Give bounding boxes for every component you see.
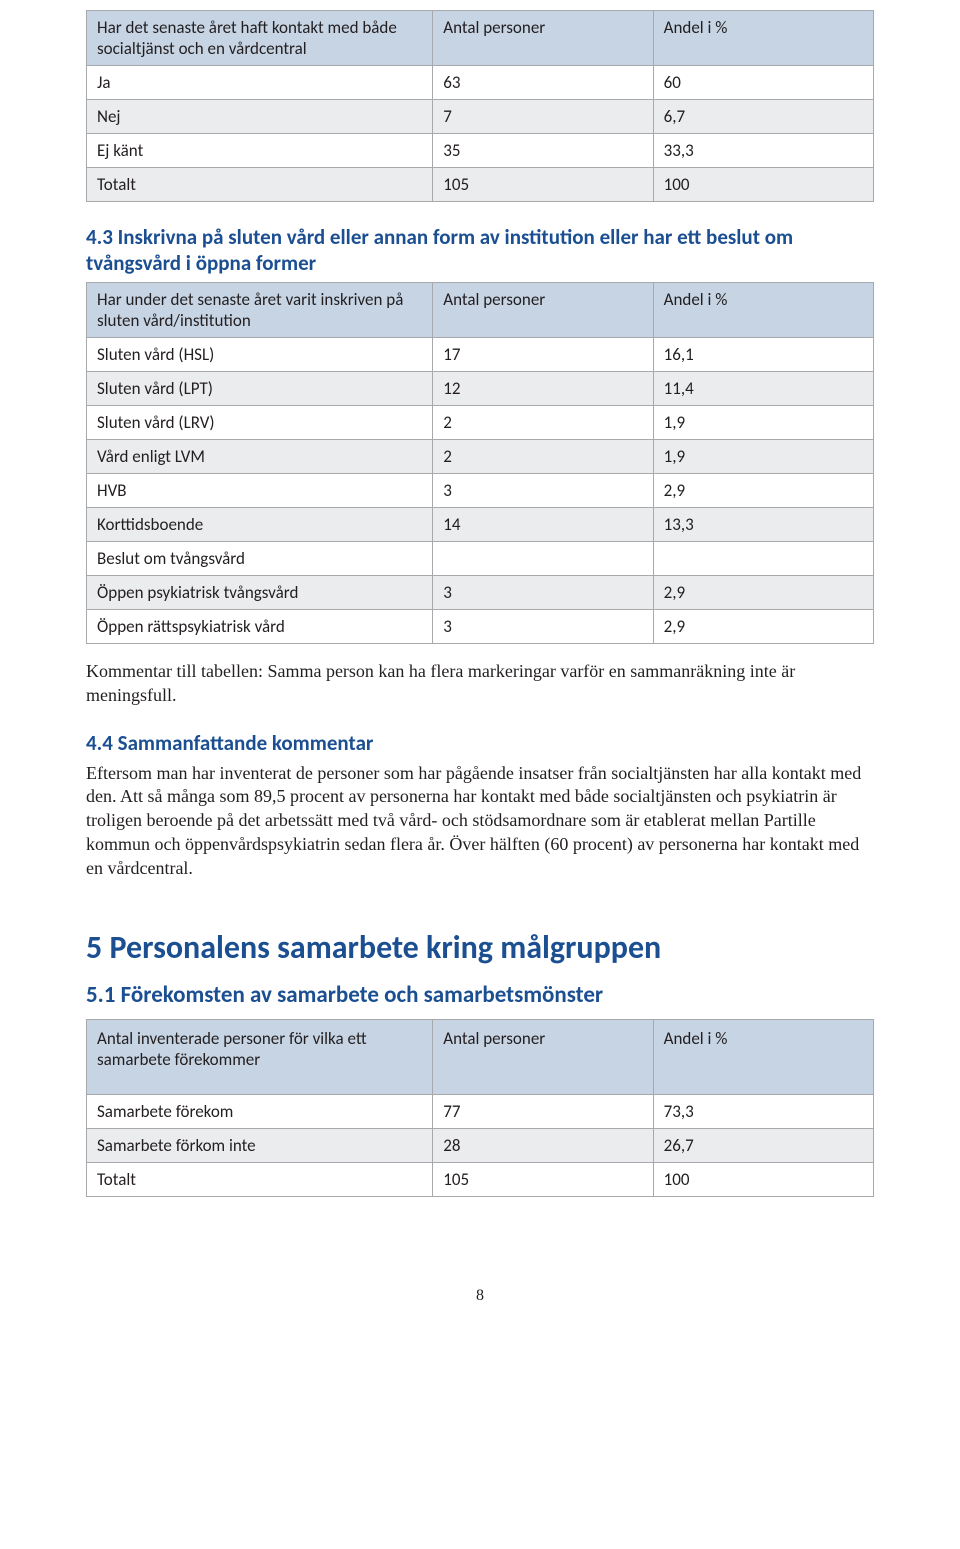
cell-share: 6,7: [653, 100, 873, 134]
table-row: Ja6360: [87, 66, 874, 100]
cell-count: 3: [433, 576, 653, 610]
table-row: Totalt105100: [87, 168, 874, 202]
table-row: Korttidsboende1413,3: [87, 508, 874, 542]
cell-label: Korttidsboende: [87, 508, 433, 542]
table-header-count: Antal personer: [433, 11, 653, 66]
cell-share: [653, 542, 873, 576]
cell-count: 3: [433, 474, 653, 508]
cell-label: Öppen rättspsykiatrisk vård: [87, 610, 433, 644]
cell-share: 2,9: [653, 610, 873, 644]
cell-share: 26,7: [653, 1129, 873, 1163]
cell-count: 2: [433, 440, 653, 474]
table-sluten-vard: Har under det senaste året varit inskriv…: [86, 282, 874, 644]
cell-label: HVB: [87, 474, 433, 508]
cell-label: Samarbete förekom: [87, 1095, 433, 1129]
cell-share: 2,9: [653, 474, 873, 508]
table-row: Öppen psykiatrisk tvångsvård32,9: [87, 576, 874, 610]
heading-4-3: 4.3 Inskrivna på sluten vård eller annan…: [86, 224, 874, 276]
table-body: Ja6360Nej76,7Ej känt3533,3Totalt105100: [87, 66, 874, 202]
cell-share: 13,3: [653, 508, 873, 542]
cell-count: 63: [433, 66, 653, 100]
cell-count: 14: [433, 508, 653, 542]
cell-count: 105: [433, 1163, 653, 1197]
page: Har det senaste året haft kontakt med bå…: [0, 0, 960, 1335]
heading-4-4: 4.4 Sammanfattande kommentar: [86, 730, 874, 756]
cell-share: 2,9: [653, 576, 873, 610]
heading-5-1: 5.1 Förekomsten av samarbete och samarbe…: [86, 981, 874, 1009]
table-header-share: Andel i %: [653, 11, 873, 66]
cell-share: 16,1: [653, 338, 873, 372]
cell-count: 7: [433, 100, 653, 134]
cell-label: Ja: [87, 66, 433, 100]
table-row: Beslut om tvångsvård: [87, 542, 874, 576]
cell-label: Beslut om tvångsvård: [87, 542, 433, 576]
cell-share: 60: [653, 66, 873, 100]
cell-share: 33,3: [653, 134, 873, 168]
table-header-share: Andel i %: [653, 1020, 873, 1095]
cell-label: Nej: [87, 100, 433, 134]
cell-label: Sluten vård (HSL): [87, 338, 433, 372]
cell-share: 1,9: [653, 440, 873, 474]
table-row: Vård enligt LVM21,9: [87, 440, 874, 474]
cell-label: Sluten vård (LPT): [87, 372, 433, 406]
cell-share: 100: [653, 1163, 873, 1197]
cell-share: 100: [653, 168, 873, 202]
cell-share: 73,3: [653, 1095, 873, 1129]
cell-count: 105: [433, 168, 653, 202]
cell-count: 2: [433, 406, 653, 440]
table-contact-vardcentral: Har det senaste året haft kontakt med bå…: [86, 10, 874, 202]
table-row: Samarbete förkom inte2826,7: [87, 1129, 874, 1163]
cell-count: 77: [433, 1095, 653, 1129]
cell-share: 11,4: [653, 372, 873, 406]
cell-label: Vård enligt LVM: [87, 440, 433, 474]
cell-count: 3: [433, 610, 653, 644]
table-samarbete: Antal inventerade personer för vilka ett…: [86, 1019, 874, 1197]
comment-paragraph: Kommentar till tabellen: Samma person ka…: [86, 660, 874, 708]
table-row: Sluten vård (LRV)21,9: [87, 406, 874, 440]
table-body: Sluten vård (HSL)1716,1Sluten vård (LPT)…: [87, 338, 874, 644]
table-row: Samarbete förekom7773,3: [87, 1095, 874, 1129]
cell-count: 28: [433, 1129, 653, 1163]
table-row: Öppen rättspsykiatrisk vård32,9: [87, 610, 874, 644]
table-header-share: Andel i %: [653, 283, 873, 338]
cell-count: 12: [433, 372, 653, 406]
heading-chapter-5: 5 Personalens samarbete kring målgruppen: [86, 928, 874, 967]
table-body: Samarbete förekom7773,3Samarbete förkom …: [87, 1095, 874, 1197]
cell-share: 1,9: [653, 406, 873, 440]
table-row: Ej känt3533,3: [87, 134, 874, 168]
cell-count: [433, 542, 653, 576]
table-header-label: Antal inventerade personer för vilka ett…: [87, 1020, 433, 1095]
table-row: Nej76,7: [87, 100, 874, 134]
table-header-label: Har under det senaste året varit inskriv…: [87, 283, 433, 338]
table-header-count: Antal personer: [433, 283, 653, 338]
cell-label: Totalt: [87, 1163, 433, 1197]
cell-label: Ej känt: [87, 134, 433, 168]
table-row: Totalt105100: [87, 1163, 874, 1197]
cell-label: Totalt: [87, 168, 433, 202]
cell-label: Öppen psykiatrisk tvångsvård: [87, 576, 433, 610]
section-4-4-body: Eftersom man har inventerat de personer …: [86, 762, 874, 881]
table-header-count: Antal personer: [433, 1020, 653, 1095]
cell-label: Samarbete förkom inte: [87, 1129, 433, 1163]
table-row: Sluten vård (LPT)1211,4: [87, 372, 874, 406]
cell-count: 17: [433, 338, 653, 372]
table-row: HVB32,9: [87, 474, 874, 508]
table-header-label: Har det senaste året haft kontakt med bå…: [87, 11, 433, 66]
cell-count: 35: [433, 134, 653, 168]
table-row: Sluten vård (HSL)1716,1: [87, 338, 874, 372]
cell-label: Sluten vård (LRV): [87, 406, 433, 440]
page-number: 8: [86, 1287, 874, 1305]
